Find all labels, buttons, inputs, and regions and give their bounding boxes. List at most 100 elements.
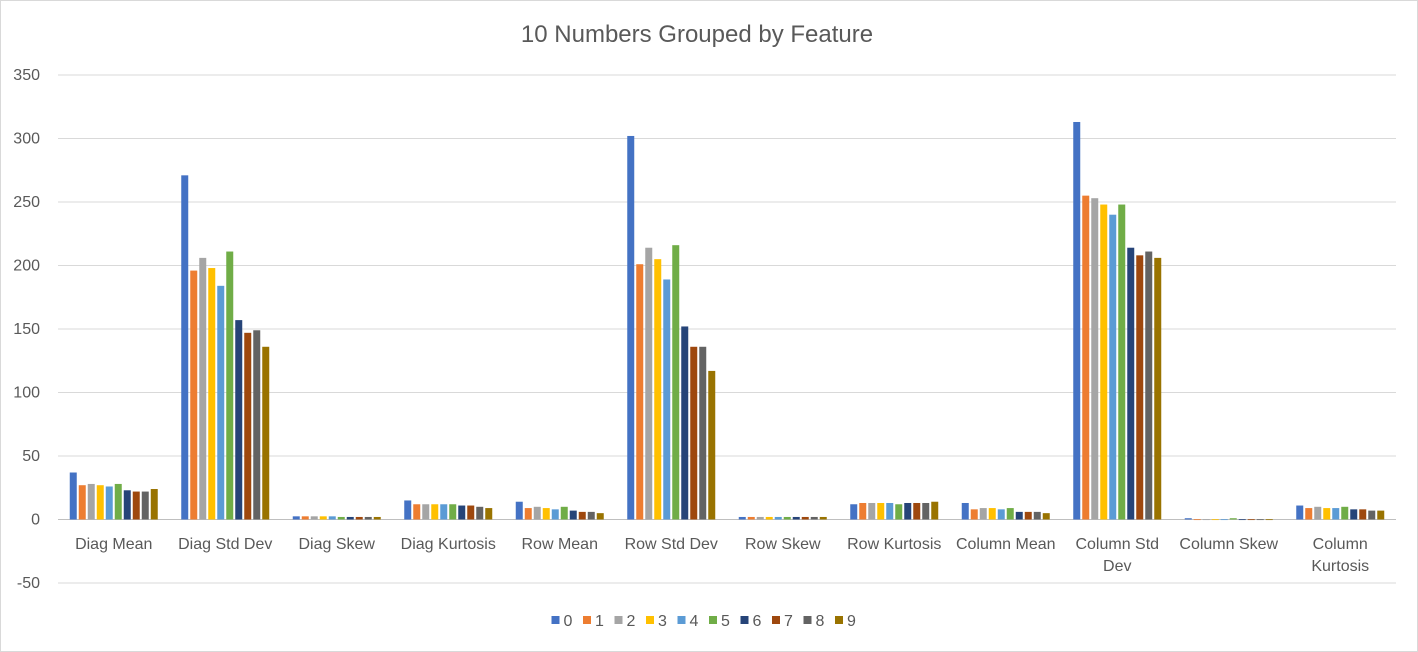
bar	[1100, 204, 1108, 520]
x-category-label: Column Mean	[956, 536, 1056, 553]
bar	[208, 268, 216, 520]
legend-swatch	[803, 616, 812, 624]
bar	[132, 491, 140, 520]
bar	[449, 504, 457, 520]
bar	[292, 516, 300, 520]
bar	[663, 279, 671, 520]
bar	[1359, 509, 1367, 520]
bar	[913, 502, 921, 520]
y-tick-label: 350	[13, 67, 40, 84]
bar	[859, 502, 867, 520]
legend-label: 5	[721, 613, 730, 630]
y-axis-labels: -50 0 50 100 150 200 250 300 350	[13, 67, 40, 592]
bar	[801, 516, 809, 520]
bar	[747, 516, 755, 520]
y-tick-label: 100	[13, 385, 40, 402]
legend-label: 3	[658, 613, 667, 630]
bar	[1256, 519, 1264, 521]
x-axis-labels: Diag Mean Diag Std Dev Diag Skew Diag Kurto…	[75, 536, 1369, 575]
bar	[467, 505, 475, 520]
bar	[413, 504, 421, 520]
bar	[485, 508, 493, 520]
bar	[1229, 518, 1237, 520]
bar	[1350, 509, 1358, 520]
bar	[364, 516, 372, 520]
bar	[1193, 519, 1201, 521]
bar	[1184, 518, 1192, 520]
bar	[1296, 505, 1304, 520]
gridlines	[58, 74, 1396, 584]
bar	[1368, 510, 1376, 520]
x-category-label: Diag Std Dev	[178, 536, 272, 553]
bar	[708, 370, 716, 520]
bar	[190, 270, 198, 520]
legend-swatch	[835, 616, 843, 624]
bar	[654, 259, 662, 520]
x-category-label: Column Skew	[1179, 536, 1278, 553]
legend-swatch	[772, 616, 780, 624]
bar	[78, 485, 86, 520]
legend-label: 1	[595, 613, 604, 630]
bar	[87, 483, 95, 520]
y-tick-label: 0	[31, 512, 40, 529]
bar	[542, 508, 550, 520]
bar	[422, 504, 430, 520]
x-category-label: Row Std Dev	[625, 536, 718, 553]
bar	[645, 247, 653, 520]
bar	[1033, 511, 1041, 520]
bar	[458, 505, 466, 520]
bar	[1341, 506, 1349, 520]
bar	[355, 516, 363, 520]
bar	[1314, 506, 1322, 520]
y-tick-label: 300	[13, 131, 40, 148]
bar	[931, 501, 939, 520]
bar	[1211, 519, 1219, 521]
bar	[431, 504, 439, 520]
y-tick-label: 200	[13, 258, 40, 275]
bar	[1145, 251, 1153, 520]
bar	[1118, 204, 1126, 520]
bar	[533, 506, 541, 520]
legend-swatch	[583, 616, 591, 624]
bar	[922, 502, 930, 520]
legend-label: 8	[816, 613, 825, 630]
bar	[819, 516, 827, 520]
bar	[1091, 198, 1099, 520]
bar	[1127, 247, 1135, 520]
legend-swatch	[740, 616, 749, 624]
bar	[1238, 519, 1246, 521]
bar	[904, 502, 912, 520]
bar	[1024, 511, 1032, 520]
bar	[373, 516, 381, 520]
bar	[181, 175, 189, 520]
y-tick-label: 250	[13, 194, 40, 211]
bar	[1006, 508, 1014, 520]
y-tick-label: 150	[13, 321, 40, 338]
bar	[877, 502, 885, 520]
bar	[1154, 257, 1162, 520]
bar	[217, 285, 225, 520]
bar	[253, 330, 261, 520]
bar	[1247, 519, 1255, 521]
bar	[244, 332, 252, 520]
legend-label: 9	[847, 613, 856, 630]
bar	[262, 346, 270, 520]
chart-title: 10 Numbers Grouped by Feature	[521, 21, 873, 48]
bar	[578, 511, 586, 520]
bar	[1305, 508, 1313, 520]
bar	[970, 509, 978, 520]
bar	[636, 264, 644, 520]
bar	[699, 346, 707, 520]
bar	[850, 504, 858, 520]
bar	[765, 516, 773, 520]
bar	[783, 516, 791, 520]
y-tick-label: -50	[17, 575, 40, 592]
bar	[756, 516, 764, 520]
bar	[1109, 214, 1117, 520]
bar	[337, 516, 345, 520]
bar	[1332, 508, 1340, 520]
bar	[515, 501, 523, 520]
bar	[1202, 519, 1210, 521]
bar	[792, 516, 800, 520]
